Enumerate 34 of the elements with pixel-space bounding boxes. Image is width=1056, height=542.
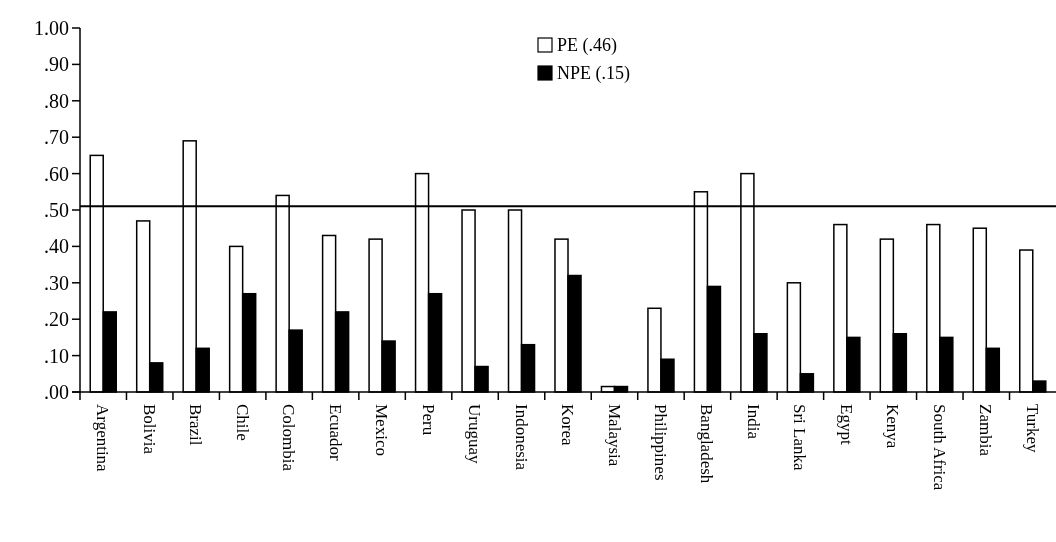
legend-label: NPE (.15) (557, 63, 630, 85)
x-tick-label: Uruguay (465, 404, 485, 464)
y-tick-label: .30 (44, 271, 69, 294)
x-tick-label: Chile (232, 404, 252, 441)
x-tick-label: South Africa (929, 404, 949, 491)
x-tick-label: Sri Lanka (790, 404, 810, 472)
legend-label: PE (.46) (557, 35, 617, 57)
y-tick-label: .50 (44, 199, 69, 221)
x-tick-label: Peru (418, 404, 438, 436)
x-tick-label: Colombia (279, 404, 299, 472)
y-tick-label: .00 (44, 381, 69, 403)
x-tick-label: Malaysia (604, 404, 624, 467)
x-tick-label: Turkey (1022, 404, 1042, 453)
x-tick-label: Ecuador (325, 404, 345, 461)
y-tick-label: .40 (44, 235, 69, 258)
x-tick-label: Mexico (372, 404, 392, 456)
x-tick-label: India (743, 404, 763, 440)
y-tick-label: .60 (44, 162, 69, 185)
x-tick-label: Bangladesh (697, 404, 717, 484)
y-tick-label: .80 (44, 89, 69, 112)
x-tick-label: Argentina (93, 404, 113, 473)
y-tick-label: .10 (44, 344, 69, 367)
x-tick-label: Egypt (836, 404, 856, 445)
x-tick-label: Philippines (651, 404, 670, 481)
x-tick-label: Brazil (186, 404, 206, 446)
y-tick-label: 1.00 (34, 17, 69, 39)
x-tick-label: Zambia (976, 404, 996, 457)
x-tick-label: Korea (558, 404, 578, 446)
y-tick-label: .90 (44, 53, 69, 76)
y-tick-label: .70 (44, 126, 69, 149)
x-tick-label: Bolivia (139, 404, 159, 455)
x-tick-label: Indonesia (511, 404, 531, 471)
x-tick-label: Kenya (883, 404, 903, 449)
y-tick-label: .20 (44, 308, 69, 331)
